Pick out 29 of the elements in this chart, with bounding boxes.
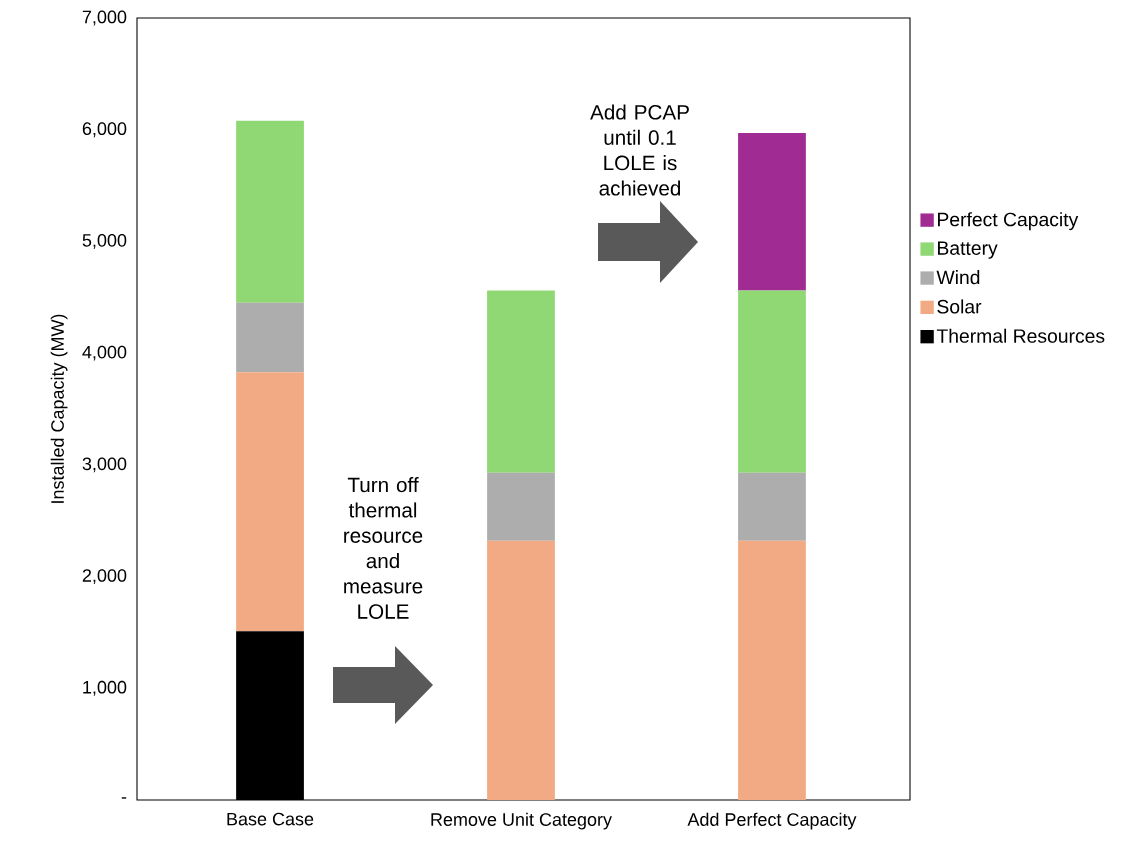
x-tick-label: Add Perfect Capacity xyxy=(687,812,857,830)
legend-label: Wind xyxy=(936,270,980,285)
annotation: Add PCAP until 0.1 LOLE is achieved xyxy=(590,104,689,196)
bar xyxy=(738,290,806,473)
y-tick-label: 6,000 xyxy=(82,122,127,138)
y-tick-label: 2,000 xyxy=(82,569,127,585)
y-tick-label: 1,000 xyxy=(83,680,127,696)
y-tick-label: 7,000 xyxy=(82,10,127,26)
bar xyxy=(738,540,806,800)
bar xyxy=(236,120,304,303)
y-axis-title: Installed Capacity (MW) xyxy=(50,314,68,503)
bar xyxy=(236,302,304,373)
bar xyxy=(487,290,555,473)
x-tick-label: Base Case xyxy=(227,812,314,826)
legend-label: Battery xyxy=(938,241,998,259)
bar xyxy=(738,133,806,291)
bar xyxy=(487,472,555,541)
legend-label: Perfect Capacity xyxy=(938,212,1079,231)
y-tick-label: - xyxy=(121,797,127,799)
bar xyxy=(738,472,806,541)
y-tick-label: 3,000 xyxy=(82,457,127,473)
bar xyxy=(487,540,555,800)
bar xyxy=(236,372,304,632)
y-tick-label: 5,000 xyxy=(82,234,127,249)
x-tick-label: Remove Unit Category xyxy=(431,812,612,830)
annotation: Turn off thermal resource and measure LOLE xyxy=(344,477,423,619)
y-tick-label: 4,000 xyxy=(82,345,127,361)
legend-label: Thermal Resources xyxy=(936,328,1105,343)
legend-label: Solar xyxy=(937,299,982,314)
